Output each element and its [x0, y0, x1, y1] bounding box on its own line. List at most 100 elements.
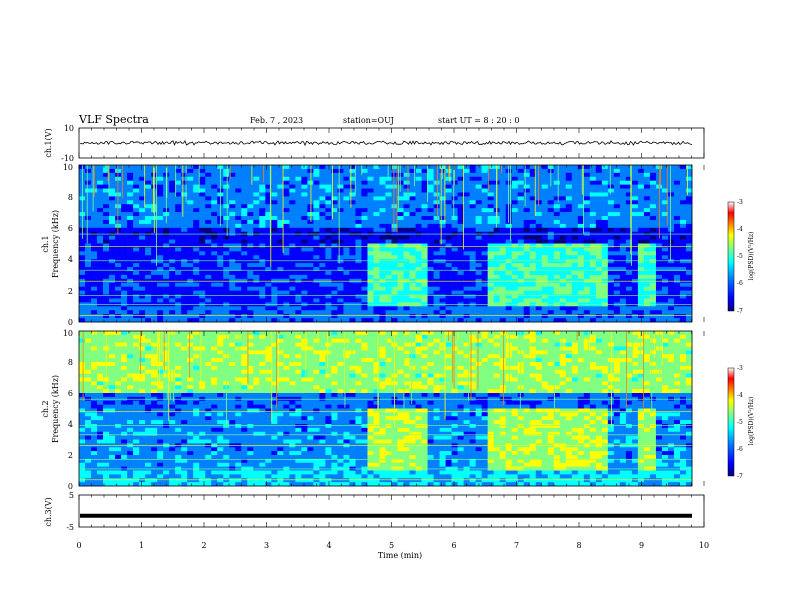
spec1-cell: [397, 223, 404, 229]
spec1-cell: [649, 247, 657, 252]
spec1-cell: [667, 196, 675, 201]
spec1-cell: [235, 208, 242, 213]
spec2-cell: [187, 342, 194, 347]
spec1-cell: [97, 204, 104, 209]
spec1-cell: [505, 200, 513, 205]
ch1-spec-ylabel-freq: Frequency (kHz): [51, 210, 60, 278]
spec1-cell: [505, 216, 513, 221]
spec1-cell: [445, 270, 452, 276]
spec2-cell: [79, 439, 86, 444]
spec2-cell: [157, 365, 164, 371]
spec1-cell: [97, 192, 104, 197]
spec2-cell: [85, 451, 92, 456]
spec2-cell: [193, 451, 200, 456]
spec1-cell: [121, 176, 128, 181]
spec1-cell: [529, 188, 537, 193]
spec1-cell: [541, 306, 549, 311]
spec1-cell: [409, 274, 416, 280]
spec1-cell: [205, 282, 212, 287]
spec1-cell: [253, 286, 260, 291]
spec1-cell: [487, 168, 494, 174]
spec1-cell: [181, 290, 188, 295]
spec2-cell: [103, 385, 110, 390]
spec1-cell: [361, 251, 368, 256]
spec1-cell: [571, 286, 579, 291]
spec1-cell: [325, 200, 332, 205]
spec1-cell: [277, 274, 284, 280]
spec1-cell: [475, 172, 482, 178]
spec1-cell: [421, 314, 428, 319]
spec2-cell: [151, 404, 158, 409]
spec2-cell: [163, 474, 170, 479]
spec1-cell: [403, 192, 410, 197]
spec1-cell: [661, 243, 669, 248]
spec1-cell: [223, 298, 230, 303]
spec1-cell: [103, 314, 110, 319]
spec2-cell: [121, 427, 128, 433]
spec1-cell: [307, 168, 314, 174]
spec1-cell: [139, 227, 146, 233]
spec1-cell: [211, 243, 218, 248]
spec2-cell: [181, 373, 188, 378]
spec1-cell: [367, 172, 374, 178]
spec1-cell: [565, 184, 573, 189]
spec1-cell: [181, 243, 188, 248]
spec1-cell: [247, 298, 254, 303]
spec1-cell: [427, 282, 434, 287]
spec1-cell: [421, 196, 428, 201]
spec1-cell: [349, 282, 356, 287]
spec1-cell: [373, 204, 380, 209]
spec1-cell: [313, 270, 320, 276]
spec1-cell: [277, 208, 284, 213]
spec1-cell: [523, 263, 531, 268]
spec1-cell: [481, 286, 488, 291]
spec1-cell: [331, 263, 338, 268]
spec2-cell: [181, 435, 188, 440]
spec1-cell: [523, 298, 531, 303]
spec1-cell: [547, 294, 555, 299]
spec1-cell: [499, 227, 506, 233]
spec1-cell: [133, 208, 140, 213]
spec1-cell: [403, 184, 410, 189]
spec1-cell: [631, 208, 639, 213]
spec2-cell: [97, 482, 104, 487]
spec1-cell: [511, 263, 519, 268]
spec2-cell: [151, 462, 158, 467]
spec1-cell: [547, 314, 555, 319]
spec2-cell: [85, 478, 92, 483]
spec1-cell: [475, 219, 482, 225]
spec2-cell: [121, 338, 128, 343]
spec1-cell: [115, 294, 122, 299]
spec1-cell: [103, 290, 110, 295]
spec1-cell: [271, 298, 278, 303]
spec1-cell: [283, 235, 290, 240]
spec2-cell: [121, 416, 128, 421]
spec1-cell: [193, 204, 200, 209]
spec1-cell: [325, 208, 332, 213]
spec1-cell: [277, 255, 284, 260]
spec1-cell: [577, 247, 585, 252]
spec1-cell: [247, 165, 254, 170]
spec1-cell: [619, 204, 627, 209]
spec1-cell: [175, 290, 182, 295]
spec1-cell: [415, 306, 422, 311]
spec2-cell: [79, 331, 86, 336]
spec1-cell: [265, 192, 272, 197]
spec1-cell: [373, 290, 380, 295]
spec2-cell: [181, 431, 188, 436]
spec1-cell: [643, 267, 651, 272]
spec1-cell: [439, 306, 446, 311]
spec1-cell: [649, 314, 657, 319]
spec1-cell: [139, 184, 146, 189]
spec1-cell: [175, 310, 182, 315]
spec1-cell: [673, 204, 681, 209]
spec2-cell: [121, 424, 128, 429]
spec1-cell: [511, 314, 519, 319]
spec1-cell: [625, 251, 633, 256]
spec1-cell: [211, 216, 218, 221]
spec1-cell: [169, 255, 176, 260]
spec1-cell: [313, 219, 320, 225]
spec1-cell: [415, 235, 422, 240]
spec1-cell: [553, 196, 561, 201]
spec1-cell: [103, 172, 110, 178]
